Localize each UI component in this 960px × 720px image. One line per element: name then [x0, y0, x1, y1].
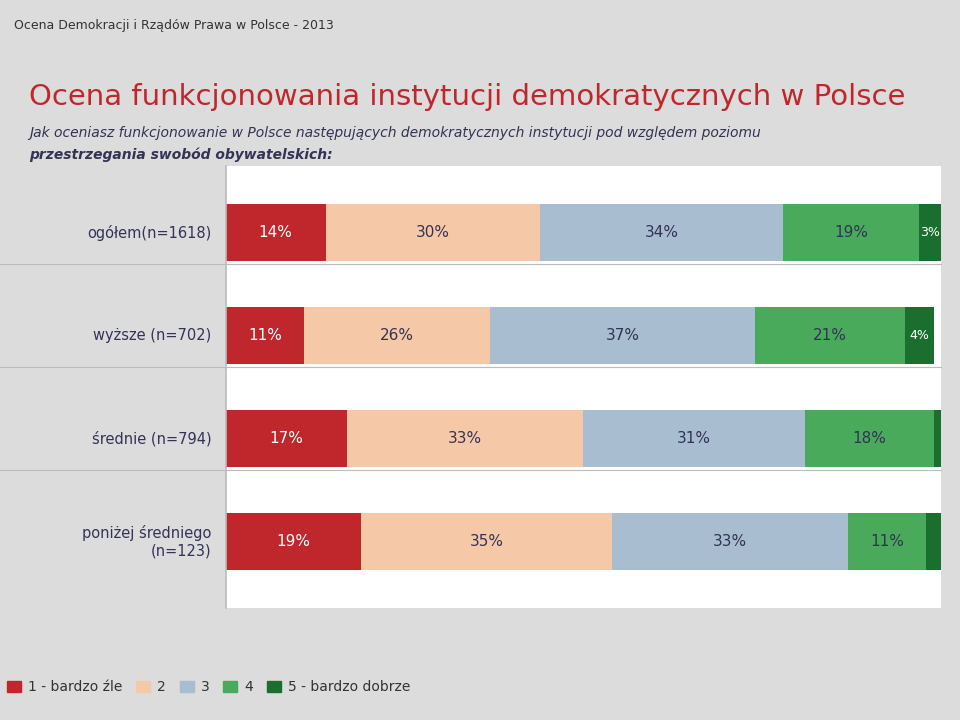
Bar — [934, 410, 941, 467]
Bar — [848, 513, 926, 570]
Text: 11%: 11% — [870, 534, 904, 549]
Bar — [926, 513, 941, 570]
Text: 19%: 19% — [834, 225, 869, 240]
Text: 3%: 3% — [920, 226, 940, 239]
Bar — [491, 307, 755, 364]
Bar — [226, 307, 304, 364]
Text: 33%: 33% — [448, 431, 482, 446]
Bar — [583, 410, 804, 467]
Text: 35%: 35% — [469, 534, 504, 549]
Legend: 1 - bardzo źle, 2, 3, 4, 5 - bardzo dobrze: 1 - bardzo źle, 2, 3, 4, 5 - bardzo dobr… — [8, 680, 410, 695]
Text: 34%: 34% — [645, 225, 679, 240]
Text: Ocena funkcjonowania instytucji demokratycznych w Polsce: Ocena funkcjonowania instytucji demokrat… — [29, 83, 905, 111]
Bar — [783, 204, 920, 261]
Text: 14%: 14% — [259, 225, 293, 240]
Text: 37%: 37% — [606, 328, 639, 343]
Bar — [226, 513, 362, 570]
Text: 33%: 33% — [712, 534, 747, 549]
Bar — [920, 204, 941, 261]
Text: 26%: 26% — [380, 328, 415, 343]
Bar — [362, 513, 612, 570]
Bar — [226, 410, 348, 467]
Text: 19%: 19% — [276, 534, 310, 549]
Bar — [325, 204, 540, 261]
Bar — [905, 307, 934, 364]
Text: 11%: 11% — [248, 328, 282, 343]
Text: 21%: 21% — [813, 328, 847, 343]
Text: 18%: 18% — [852, 431, 886, 446]
Text: Jak oceniasz funkcjonowanie w Polsce następujących demokratycznych instytucji po: Jak oceniasz funkcjonowanie w Polsce nas… — [29, 126, 760, 140]
Bar — [304, 307, 491, 364]
Bar — [612, 513, 848, 570]
Text: przestrzegania swobód obywatelskich:: przestrzegania swobód obywatelskich: — [29, 148, 332, 162]
Bar — [540, 204, 783, 261]
Bar — [755, 307, 905, 364]
Text: 4%: 4% — [909, 329, 929, 342]
Text: 31%: 31% — [677, 431, 711, 446]
Text: Ocena Demokracji i Rządów Prawa w Polsce - 2013: Ocena Demokracji i Rządów Prawa w Polsce… — [14, 19, 334, 32]
Text: 17%: 17% — [270, 431, 303, 446]
Text: 30%: 30% — [416, 225, 450, 240]
Bar — [804, 410, 934, 467]
Bar — [226, 204, 325, 261]
Bar — [348, 410, 583, 467]
